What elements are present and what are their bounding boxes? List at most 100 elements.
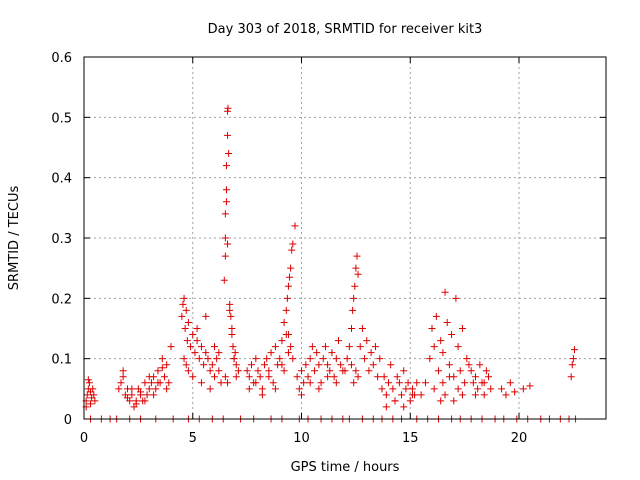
data-point	[254, 367, 262, 375]
data-point	[245, 373, 253, 381]
data-point	[211, 373, 218, 381]
data-point	[308, 343, 316, 351]
data-point	[128, 391, 136, 399]
data-point	[408, 385, 416, 393]
data-point	[193, 325, 201, 332]
data-point	[319, 355, 327, 363]
x-axis-label: GPS time / hours	[291, 460, 400, 475]
data-point	[382, 403, 390, 411]
data-point	[202, 312, 210, 320]
data-point	[213, 355, 221, 363]
data-point	[430, 385, 438, 393]
data-point	[284, 282, 292, 290]
data-point	[160, 373, 168, 381]
data-point	[454, 343, 462, 351]
data-point	[288, 246, 296, 254]
data-point	[83, 391, 91, 399]
data-point	[286, 273, 294, 281]
data-point	[226, 306, 234, 314]
data-point	[284, 349, 292, 357]
data-point	[441, 288, 449, 296]
data-point	[261, 361, 269, 369]
x-tick-label: 5	[189, 431, 197, 446]
data-point	[271, 343, 279, 351]
data-point	[293, 373, 301, 381]
data-point	[324, 361, 332, 369]
data-point	[506, 379, 514, 387]
data-point	[400, 403, 408, 411]
x-tick-label: 10	[293, 431, 310, 446]
data-point	[147, 379, 155, 387]
data-point	[158, 355, 166, 363]
data-point	[230, 355, 238, 363]
x-tick-label: 15	[402, 431, 419, 446]
data-point	[184, 367, 192, 375]
data-point	[389, 385, 397, 393]
y-tick-label: 0.2	[51, 292, 72, 307]
data-point	[382, 391, 390, 399]
data-point	[150, 391, 158, 399]
data-point	[91, 397, 99, 405]
plot-frame	[83, 56, 607, 420]
data-point	[441, 391, 449, 399]
data-point	[448, 331, 456, 339]
data-point	[428, 325, 436, 332]
y-tick-label: 0	[64, 413, 72, 428]
data-point	[304, 373, 312, 381]
data-point	[206, 385, 214, 393]
data-point	[376, 355, 384, 363]
data-point	[200, 361, 208, 369]
data-point	[472, 391, 479, 399]
data-point	[313, 349, 321, 357]
data-point	[354, 270, 362, 278]
data-point	[348, 325, 356, 332]
data-point	[193, 337, 201, 345]
data-point	[341, 367, 349, 375]
data-point	[334, 337, 342, 345]
data-point	[165, 379, 173, 387]
data-point	[280, 318, 288, 326]
data-point	[463, 355, 471, 363]
data-point	[119, 373, 127, 381]
data-point	[519, 385, 527, 393]
data-point	[182, 306, 190, 314]
y-tick-label: 0.1	[51, 353, 72, 368]
data-point	[224, 104, 232, 112]
data-point	[443, 318, 451, 326]
data-point	[300, 379, 308, 387]
data-point	[326, 367, 334, 375]
data-point	[435, 367, 443, 375]
data-point	[252, 355, 260, 363]
data-point	[231, 349, 239, 357]
data-point	[224, 131, 232, 139]
data-point	[570, 346, 578, 354]
data-point	[349, 306, 357, 314]
data-point	[287, 343, 295, 351]
data-point	[269, 379, 277, 387]
data-point	[450, 397, 458, 405]
data-point	[195, 355, 203, 363]
data-point	[90, 391, 98, 399]
data-point	[222, 186, 230, 194]
data-point	[282, 306, 290, 314]
data-point	[206, 367, 214, 375]
data-point	[163, 385, 171, 393]
data-point	[124, 394, 131, 402]
data-point	[180, 294, 188, 302]
data-point	[247, 361, 255, 369]
data-point	[143, 391, 151, 399]
data-point	[119, 367, 127, 375]
data-point	[265, 373, 273, 381]
data-point	[89, 385, 97, 393]
data-point	[487, 385, 495, 393]
data-point	[361, 355, 369, 363]
data-point	[211, 343, 218, 351]
data-point	[432, 312, 440, 320]
data-point	[476, 361, 484, 369]
data-point	[567, 373, 575, 381]
data-point	[302, 361, 310, 369]
data-point	[85, 379, 93, 387]
data-point	[217, 379, 225, 387]
data-point	[421, 379, 429, 387]
